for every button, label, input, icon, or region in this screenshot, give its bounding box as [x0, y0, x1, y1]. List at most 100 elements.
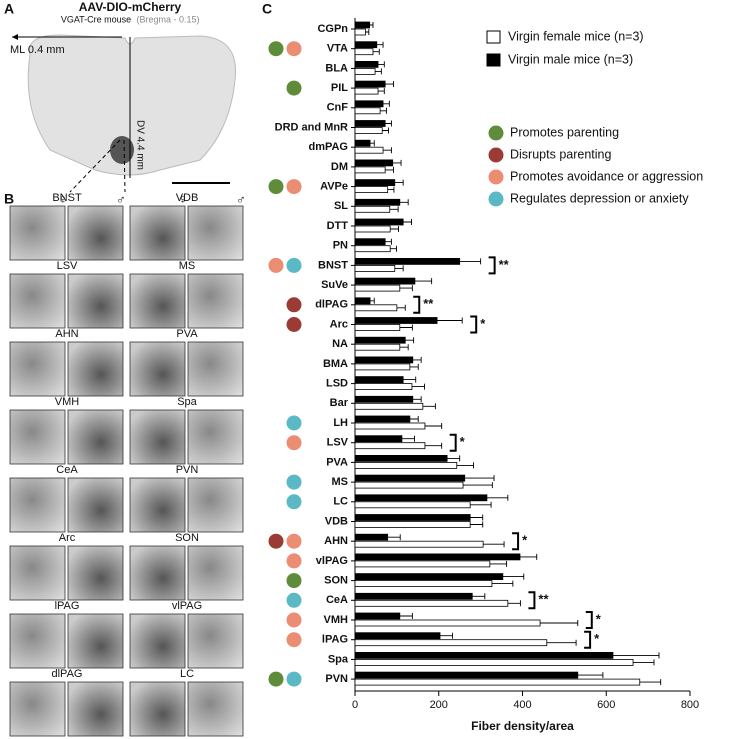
error-bar — [370, 140, 375, 147]
bar — [354, 422, 426, 430]
y-tick-label: LH — [333, 417, 348, 429]
error-bar — [502, 573, 525, 580]
error-bar — [507, 600, 521, 607]
error-bar — [519, 553, 538, 560]
y-tick-label: dlPAG — [315, 299, 348, 311]
bar — [354, 395, 414, 403]
error-bar — [401, 435, 415, 442]
significance-bracket — [470, 315, 478, 334]
micrograph — [67, 205, 124, 261]
y-tick-label: CGPn — [317, 23, 348, 35]
role-legend-label: Regulates depression or anxiety — [510, 191, 689, 205]
bar — [354, 317, 438, 324]
bar — [354, 619, 541, 627]
role-marker — [286, 671, 302, 687]
bar — [354, 61, 379, 68]
bar — [354, 166, 386, 174]
role-marker — [268, 257, 284, 273]
bar — [354, 356, 414, 364]
role-marker — [286, 592, 302, 608]
significance-label: * — [594, 631, 600, 646]
role-marker — [286, 317, 302, 332]
bar — [354, 599, 509, 607]
bar — [354, 179, 396, 187]
error-bar — [459, 258, 482, 265]
role-marker — [286, 297, 302, 313]
brain-title: AAV-DIO-mCherry — [79, 0, 182, 14]
error-bar — [390, 226, 399, 232]
role-marker — [286, 257, 302, 273]
bar — [354, 383, 413, 391]
role-marker — [286, 494, 302, 510]
micrograph-label: MS — [179, 260, 196, 272]
error-bar — [389, 206, 399, 213]
bar — [354, 238, 386, 246]
y-tick-label: DTT — [327, 220, 349, 232]
bar — [354, 632, 441, 640]
role-legend-label: Disrupts parenting — [510, 147, 611, 161]
bar — [354, 186, 389, 194]
error-bar — [472, 593, 486, 600]
x-tick-label: 800 — [681, 699, 699, 711]
y-tick-label: PN — [333, 240, 348, 252]
bar — [354, 198, 401, 206]
micrograph — [9, 273, 66, 329]
panel-label: B — [4, 191, 14, 207]
error-bar — [403, 219, 412, 225]
error-bar — [483, 541, 505, 548]
error-bar — [447, 455, 461, 462]
role-legend-label: Promotes avoidance or aggression — [510, 169, 703, 183]
error-bar — [382, 127, 389, 134]
bar — [354, 659, 634, 666]
role-marker — [286, 612, 302, 628]
x-tick-label: 400 — [513, 699, 531, 711]
micrograph-label: PVA — [176, 328, 198, 340]
micrograph-label: vlPAG — [172, 600, 202, 612]
guide — [123, 139, 126, 193]
bar — [354, 461, 458, 469]
role-legend-swatch — [488, 147, 504, 163]
significance-label: * — [460, 434, 466, 449]
bar — [354, 21, 371, 29]
micrograph — [9, 205, 66, 261]
sex-symbol: ♂ — [116, 191, 126, 206]
significance-label: * — [596, 611, 602, 626]
error-bar — [383, 147, 392, 154]
y-tick-label: dmPAG — [308, 141, 348, 153]
micrograph-label: VDB — [176, 192, 199, 204]
significance-label: * — [480, 316, 486, 331]
error-bar — [422, 403, 436, 410]
micrograph — [67, 681, 124, 737]
bar — [354, 678, 641, 686]
error-bar — [546, 639, 577, 646]
error-bar — [405, 337, 415, 344]
role-marker — [268, 179, 284, 195]
micrograph-label: BNST — [52, 192, 82, 204]
x-axis-label: Fiber density/area — [471, 719, 574, 733]
micrograph — [9, 681, 66, 737]
dv-label: DV 4.4 mm — [134, 120, 145, 170]
bar — [354, 120, 386, 127]
significance-label: ** — [499, 257, 510, 272]
brain-subtitle: VGAT-Cre mouse — [61, 14, 131, 24]
micrograph — [9, 341, 66, 397]
y-tick-label: DM — [331, 161, 348, 173]
y-tick-label: PVN — [325, 673, 348, 685]
bar — [354, 304, 398, 312]
brain-bregma: (Bregma - 0.15) — [136, 14, 199, 24]
micrograph — [67, 341, 124, 397]
role-legend-swatch — [488, 191, 504, 207]
y-tick-label: BNST — [318, 259, 348, 271]
micrograph — [9, 409, 66, 465]
significance-label: ** — [423, 296, 434, 311]
bar — [354, 560, 491, 568]
micrograph — [187, 545, 244, 601]
error-bar — [365, 29, 370, 35]
bar — [354, 435, 403, 443]
micrograph-label: LC — [180, 668, 194, 680]
error-bar — [633, 659, 655, 666]
bar — [354, 580, 493, 587]
bar — [354, 553, 521, 561]
error-bar — [639, 679, 662, 686]
